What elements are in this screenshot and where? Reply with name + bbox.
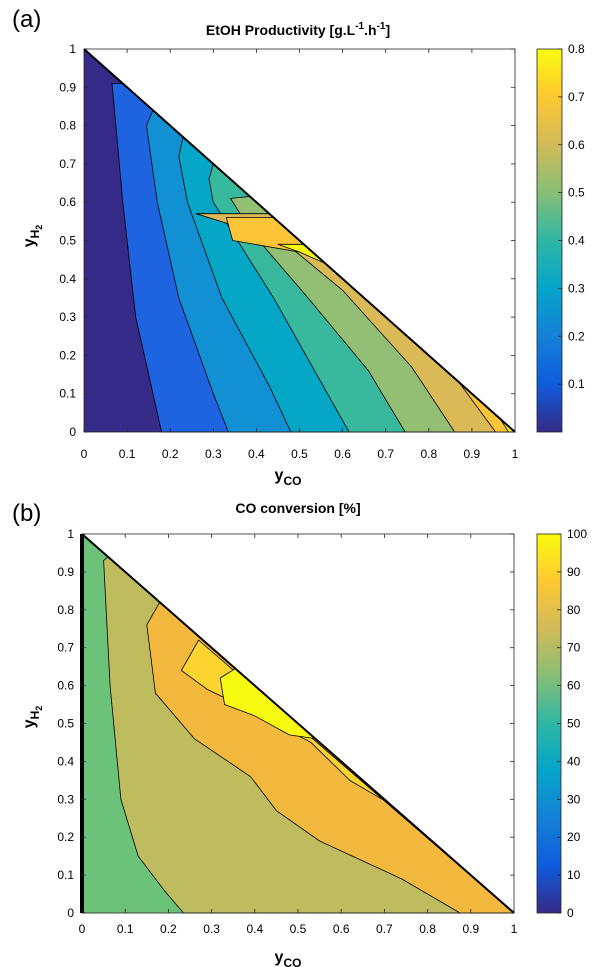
x-tick-label: 0.9	[462, 922, 479, 936]
chart-b: 0 0.1 0.2 0.3 0.4 0.5 0.6 0.7 0.8 0.9 1 0 0.1 0.2 0.3…	[21, 500, 587, 967]
x-tick-label: 0.7	[376, 922, 393, 936]
colorbar-tick-label: 50	[567, 717, 581, 731]
y-tick-label: 0.6	[59, 195, 76, 209]
y-tick-label: 0.7	[59, 157, 76, 171]
colorbar-tick-label: 70	[567, 641, 581, 655]
y-axis-label-b: yH2	[21, 706, 44, 729]
x-tick-label: 0.5	[290, 922, 307, 936]
x-tick-label: 0	[79, 922, 86, 936]
colorbar-tick-label: 90	[567, 565, 581, 579]
y-tick-label: 0.3	[57, 792, 74, 806]
x-axis-label-b: yCO	[275, 949, 302, 967]
y-tick-label: 0.7	[57, 641, 74, 655]
y-tick-label: 0.6	[57, 679, 74, 693]
y-tick-label: 0.4	[59, 272, 76, 286]
y-tick-label: 0.3	[59, 310, 76, 324]
colorbar-tick-label: 100	[567, 527, 587, 541]
y-tick-label: 1	[67, 527, 74, 541]
chart-a: 0 0.1 0.2 0.3 0.4 0.5 0.6 0.7 0.8 0.9 1 0 0.1 0.2 0.3…	[21, 21, 585, 488]
x-tick-label: 0.4	[246, 922, 263, 936]
panel-a-label: (a)	[12, 6, 42, 33]
y-ticks-a: 0 0.1 0.2 0.3 0.4 0.5 0.6 0.7 0.8 0.9 1	[59, 42, 515, 439]
y-tick-label: 0.5	[59, 234, 76, 248]
y-tick-label: 0.8	[59, 119, 76, 133]
y-tick-label: 0.9	[57, 565, 74, 579]
hypotenuse-line	[83, 48, 516, 433]
colorbar-tick-label: 20	[567, 830, 581, 844]
y-tick-label: 0.1	[57, 868, 74, 882]
chart-title-a: EtOH Productivity [g.L-1.h-1]	[206, 21, 390, 38]
colorbar-tick-label: 0.1	[568, 377, 585, 391]
x-tick-label: 0.3	[205, 447, 222, 461]
x-ticks-a: 0 0.1 0.2 0.3 0.4 0.5 0.6 0.7 0.8 0.9 1	[81, 49, 519, 461]
x-tick-label: 0.3	[203, 922, 220, 936]
y-tick-label: 0	[67, 906, 74, 920]
x-tick-label: 0.8	[420, 447, 437, 461]
y-tick-label: 1	[69, 42, 76, 56]
y-tick-label: 0.8	[57, 603, 74, 617]
hypotenuse-line	[81, 533, 515, 914]
colorbar-tick-label: 0.6	[568, 138, 585, 152]
y-tick-label: 0.4	[57, 754, 74, 768]
colorbar-tick-label: 10	[567, 868, 581, 882]
x-tick-label: 0.1	[119, 447, 136, 461]
colorbar-tick-label: 80	[567, 603, 581, 617]
colorbar-tick-label: 0	[567, 906, 574, 920]
colorbar-tick-label: 0.2	[568, 329, 585, 343]
x-tick-label: 0.8	[419, 922, 436, 936]
y-tick-label: 0.2	[59, 348, 76, 362]
x-tick-label: 0.6	[333, 922, 350, 936]
x-tick-label: 0.9	[464, 447, 481, 461]
colorbar-tick-label: 0.4	[568, 234, 585, 248]
colorbar-tick-label: 60	[567, 679, 581, 693]
colorbar-tick-label: 0.3	[568, 281, 585, 295]
chart-title-b: CO conversion [%]	[235, 500, 360, 516]
y-tick-label: 0.9	[59, 80, 76, 94]
x-tick-label: 0.5	[291, 447, 308, 461]
y-axis-label-a: yH2	[21, 225, 44, 248]
x-tick-label: 1	[511, 922, 518, 936]
x-tick-label: 0.4	[248, 447, 265, 461]
y-tick-label: 0.2	[57, 830, 74, 844]
y-tick-label: 0.5	[57, 717, 74, 731]
x-tick-label: 0.6	[334, 447, 351, 461]
x-tick-label: 0.2	[160, 922, 177, 936]
colorbar-tick-label: 0.8	[568, 42, 585, 56]
y-tick-label: 0	[69, 425, 76, 439]
colorbar-tick-label: 40	[567, 754, 581, 768]
y-tick-label: 0.1	[59, 387, 76, 401]
colorbar-gradient	[536, 48, 563, 433]
x-axis-label-a: yCO	[275, 467, 302, 488]
colorbar-b: 0 10 20 30 40 50 60 70 80 90 100	[536, 527, 587, 920]
colorbar-tick-label: 0.7	[568, 90, 585, 104]
x-tick-label: 1	[512, 447, 519, 461]
colorbar-a: 0.1 0.2 0.3 0.4 0.5 0.6 0.7 0.8	[536, 42, 585, 433]
x-tick-label: 0	[81, 447, 88, 461]
x-tick-label: 0.7	[377, 447, 394, 461]
colorbar-tick-label: 30	[567, 792, 581, 806]
x-tick-label: 0.1	[117, 922, 134, 936]
colorbar-tick-label: 0.5	[568, 186, 585, 200]
x-tick-label: 0.2	[162, 447, 179, 461]
panel-b-label: (b)	[12, 500, 42, 527]
y-ticks-b: 0 0.1 0.2 0.3 0.4 0.5 0.6 0.7 0.8 0.9 1	[57, 527, 514, 920]
x-ticks-b: 0 0.1 0.2 0.3 0.4 0.5 0.6 0.7 0.8 0.9 1	[79, 534, 518, 936]
